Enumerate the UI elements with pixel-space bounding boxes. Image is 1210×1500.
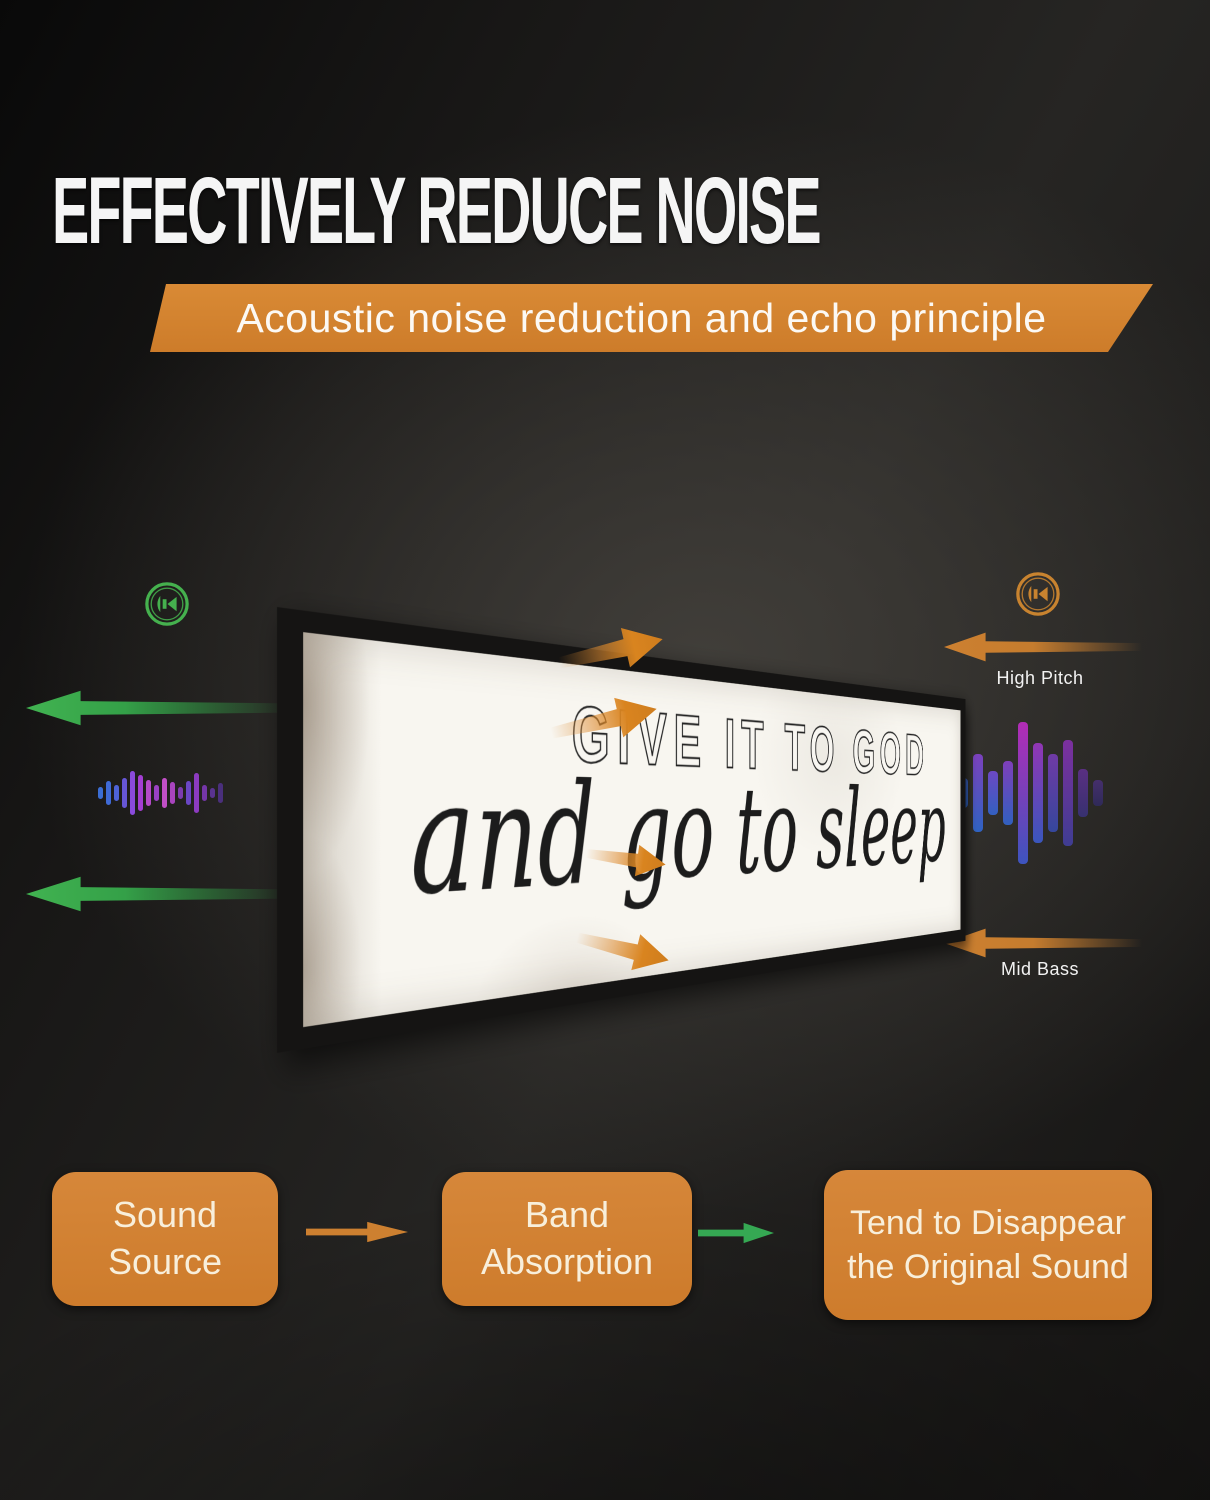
mid-bass-label: Mid Bass (1000, 959, 1080, 979)
waveform-bar (154, 785, 159, 801)
subtitle-ribbon: Acoustic noise reduction and echo princi… (150, 284, 1153, 352)
waveform-bar (146, 780, 151, 806)
waveform-bar (218, 783, 223, 803)
waveform-bar (170, 782, 175, 804)
waveform-bar (162, 778, 167, 808)
waveform-bar (1018, 722, 1028, 864)
flow-step-sound-source: Sound Source (52, 1172, 278, 1306)
waveform-bar (1048, 754, 1058, 832)
flow-step-label: Band (524, 1194, 610, 1236)
headline: EFFECTIVELY REDUCE NOISE (52, 159, 822, 265)
waveform-bar (988, 771, 998, 815)
waveform-bar (106, 781, 111, 805)
flow-step-label: Source (107, 1241, 223, 1282)
waveform-bar (1003, 761, 1013, 825)
waveform-bar (1093, 780, 1103, 806)
waveform-bar (210, 788, 215, 798)
speaker-play-icon (144, 581, 190, 627)
waveform-bar (98, 787, 103, 799)
waveform-bar (1063, 740, 1073, 846)
flow-step-label: Sound (112, 1194, 218, 1236)
waveform-bar (130, 771, 135, 815)
framed-sign: GIVE IT TO GOD and go to sleep (277, 607, 966, 1053)
flow-step-label: the Original Sound (847, 1248, 1129, 1286)
sound-wave-arrow-left (26, 690, 286, 726)
waveform-bar (114, 785, 119, 801)
waveform-bar (1078, 769, 1088, 817)
flow-step-band-absorption: Band Absorption (442, 1172, 692, 1306)
speaker-play-icon (1015, 571, 1061, 617)
waveform-bar (122, 778, 127, 808)
high-pitch-arrow (944, 632, 1142, 662)
waveform-bar (194, 773, 199, 813)
flow-step-label: Absorption (480, 1241, 654, 1282)
mid-bass-arrow (944, 928, 1142, 958)
waveform-bar (178, 787, 183, 799)
flow-connector-arrow (306, 1221, 408, 1243)
right-waveform (958, 718, 1103, 868)
waveform-bar (1033, 743, 1043, 843)
flow-connector-arrow (698, 1222, 774, 1244)
waveform-bar (186, 781, 191, 805)
waveform-bar (138, 775, 143, 811)
left-waveform (98, 770, 223, 816)
high-pitch-label: High Pitch (996, 668, 1084, 688)
waveform-bar (202, 785, 207, 801)
sign-text-line2: and go to sleep (410, 746, 946, 932)
sound-wave-arrow-left (26, 876, 286, 912)
flow-step-disappear: Tend to Disappear the Original Sound (824, 1170, 1152, 1320)
subtitle-text: Acoustic noise reduction and echo princi… (236, 294, 1047, 341)
flow-step-label: Tend to Disappear (850, 1203, 1126, 1242)
waveform-bar (973, 754, 983, 832)
